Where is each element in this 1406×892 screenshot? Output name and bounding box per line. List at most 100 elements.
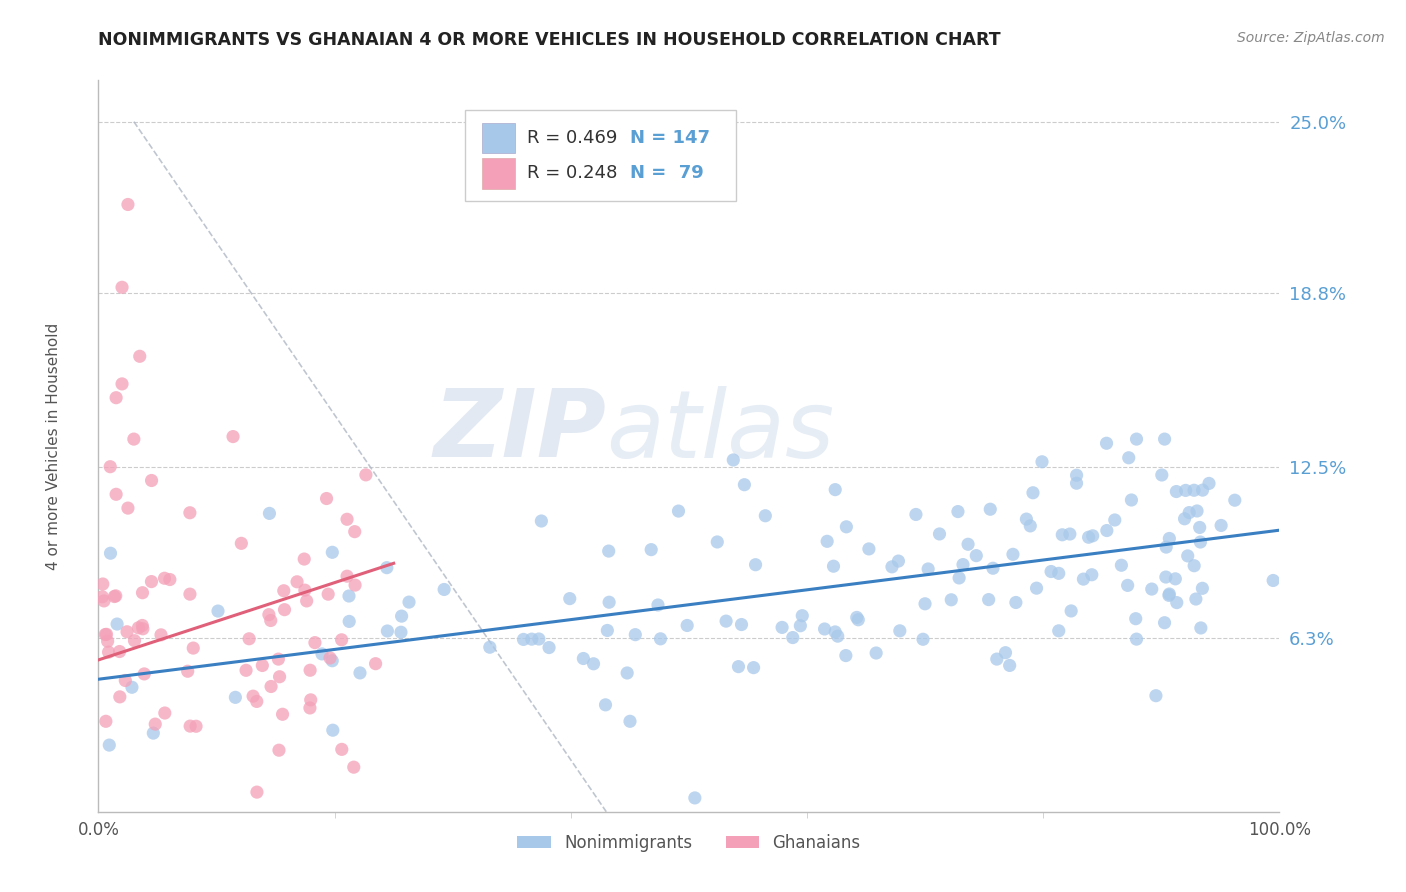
Point xyxy=(827,629,849,643)
Point xyxy=(131,618,153,632)
Point xyxy=(398,595,420,609)
Point xyxy=(433,582,456,597)
Point xyxy=(770,620,793,634)
Point xyxy=(986,652,1008,666)
Point xyxy=(375,560,398,574)
Point xyxy=(647,598,669,612)
Point xyxy=(94,714,117,729)
Point xyxy=(887,554,910,568)
Point xyxy=(304,635,326,649)
Point xyxy=(238,632,260,646)
Point xyxy=(259,507,281,521)
Point xyxy=(143,717,166,731)
Point xyxy=(294,583,316,598)
Point xyxy=(111,280,134,294)
Point xyxy=(512,632,534,647)
Point xyxy=(231,536,253,550)
Point xyxy=(1164,572,1187,586)
Point xyxy=(1263,574,1285,588)
Point xyxy=(723,453,745,467)
Point xyxy=(1189,621,1212,635)
Point xyxy=(179,587,201,601)
Point xyxy=(1125,432,1147,446)
Point xyxy=(252,658,274,673)
Point xyxy=(316,587,339,601)
Point xyxy=(572,651,595,665)
Point xyxy=(1125,632,1147,647)
Point xyxy=(928,527,950,541)
Point xyxy=(299,663,322,677)
Text: Source: ZipAtlas.com: Source: ZipAtlas.com xyxy=(1237,31,1385,45)
Point xyxy=(131,585,153,599)
Point xyxy=(242,689,264,703)
Point xyxy=(273,602,295,616)
Point xyxy=(1173,512,1195,526)
Point xyxy=(624,627,647,641)
Point xyxy=(1177,549,1199,563)
Point xyxy=(835,520,858,534)
Point xyxy=(754,508,776,523)
Point xyxy=(132,622,155,636)
Point xyxy=(1185,504,1208,518)
Point xyxy=(668,504,690,518)
Point xyxy=(179,719,201,733)
Point xyxy=(815,534,838,549)
Point xyxy=(782,631,804,645)
Point xyxy=(1118,450,1140,465)
Point xyxy=(315,491,337,506)
Point xyxy=(269,670,291,684)
Point xyxy=(108,644,131,658)
Point xyxy=(1185,592,1208,607)
Point xyxy=(321,545,343,559)
Point xyxy=(1001,547,1024,561)
Point xyxy=(96,627,118,641)
Point xyxy=(1159,587,1181,601)
FancyBboxPatch shape xyxy=(482,123,516,153)
Point xyxy=(103,590,125,604)
Point xyxy=(1211,518,1233,533)
Point xyxy=(267,743,290,757)
Point xyxy=(1022,485,1045,500)
Point xyxy=(1052,528,1074,542)
Point xyxy=(105,617,128,632)
Point xyxy=(1189,535,1212,549)
Point xyxy=(977,592,1000,607)
Point xyxy=(824,483,846,497)
Text: N =  79: N = 79 xyxy=(630,164,703,182)
Point xyxy=(616,665,638,680)
Point xyxy=(813,622,835,636)
Point xyxy=(273,583,295,598)
Point xyxy=(730,617,752,632)
Point xyxy=(298,701,321,715)
Point xyxy=(1188,520,1211,534)
Point xyxy=(538,640,561,655)
Point xyxy=(1047,566,1070,581)
Point xyxy=(181,641,204,656)
Point xyxy=(965,549,987,563)
Point xyxy=(91,590,114,604)
Point xyxy=(159,573,181,587)
Point xyxy=(1040,565,1063,579)
Point xyxy=(650,632,672,646)
Point xyxy=(865,646,887,660)
Point xyxy=(683,791,706,805)
Point xyxy=(824,624,846,639)
Point xyxy=(948,571,970,585)
Point xyxy=(105,487,128,501)
Point xyxy=(478,640,501,655)
Point xyxy=(285,574,308,589)
Point xyxy=(714,614,737,628)
Point xyxy=(640,542,662,557)
Point xyxy=(706,535,728,549)
Point xyxy=(391,609,413,624)
Point xyxy=(558,591,581,606)
Text: N = 147: N = 147 xyxy=(630,129,710,147)
Point xyxy=(1153,432,1175,446)
Point xyxy=(260,680,283,694)
Point xyxy=(271,707,294,722)
Point xyxy=(311,647,333,661)
Point xyxy=(1182,558,1205,573)
Point xyxy=(1153,615,1175,630)
Point xyxy=(257,607,280,622)
Point xyxy=(1073,572,1095,586)
